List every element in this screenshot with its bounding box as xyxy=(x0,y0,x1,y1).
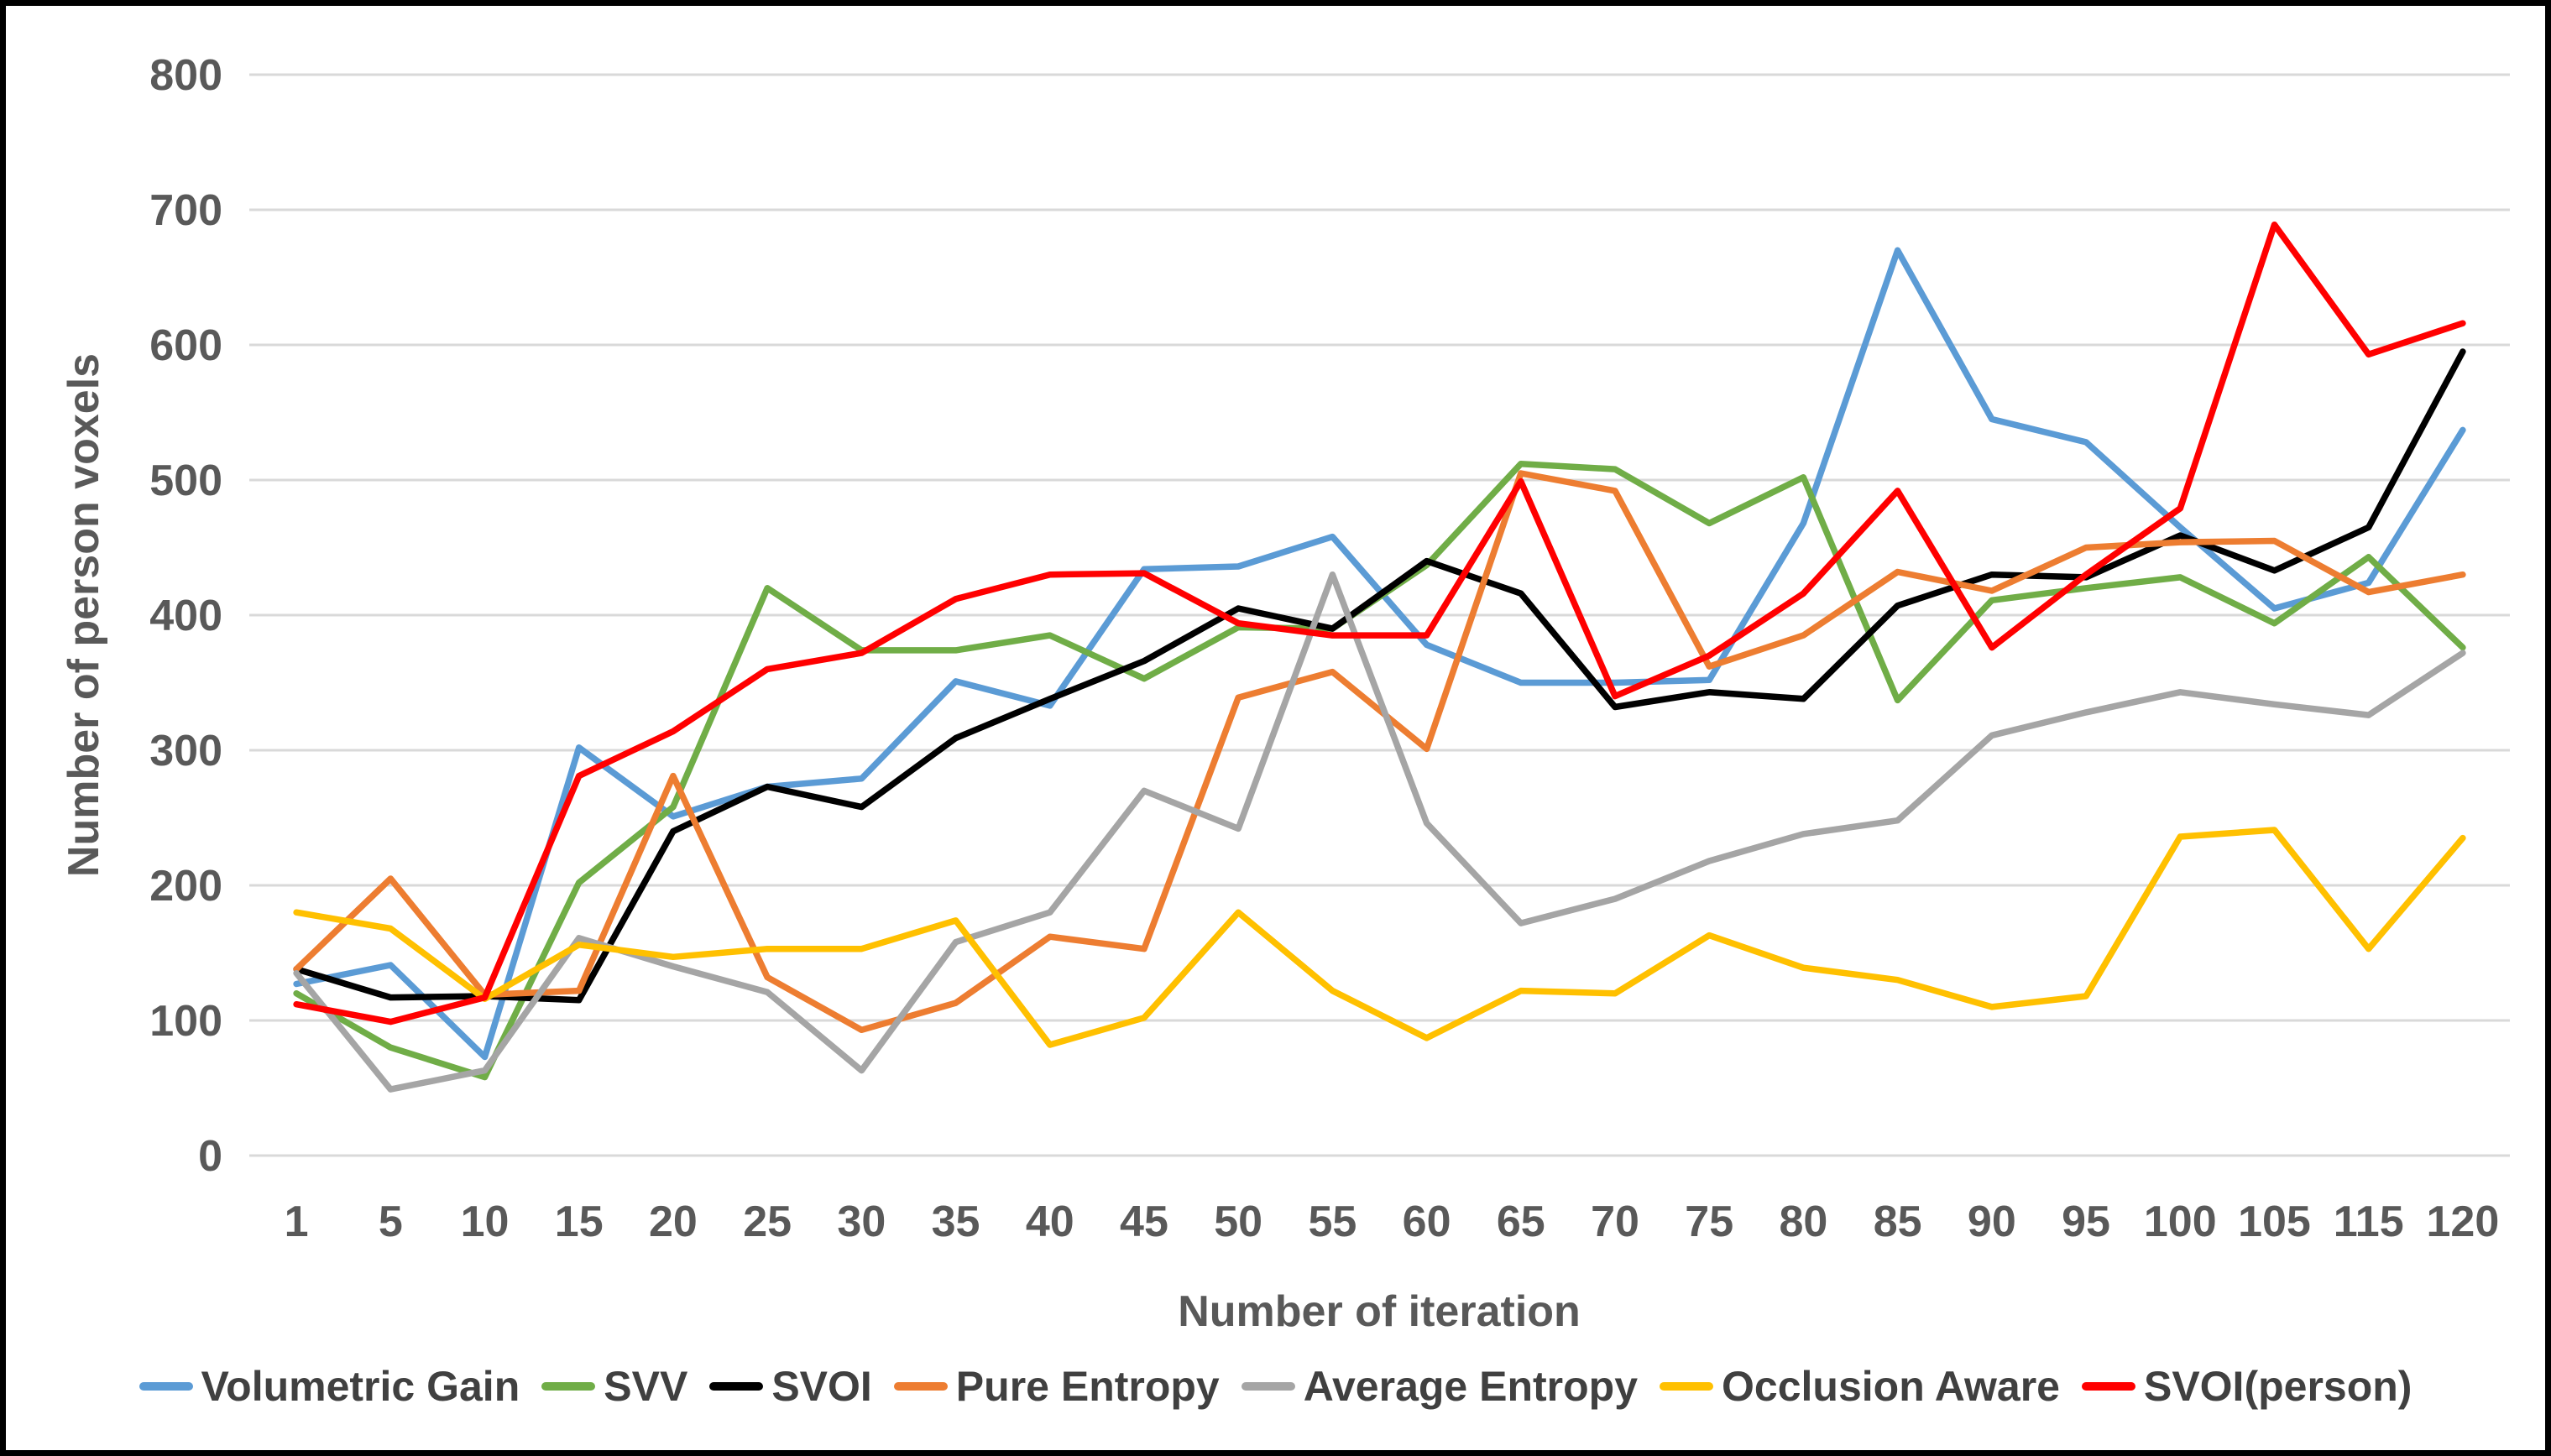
y-tick-label: 500 xyxy=(149,457,222,505)
legend-swatch-volumetric-gain xyxy=(139,1382,193,1391)
y-tick-label: 600 xyxy=(149,321,222,370)
legend-item-average-entropy: Average Entropy xyxy=(1241,1362,1639,1411)
x-tick-label: 30 xyxy=(837,1198,886,1246)
x-tick-label: 5 xyxy=(379,1198,403,1246)
x-tick-label: 20 xyxy=(649,1198,698,1246)
series-line-average-entropy xyxy=(293,571,2466,1093)
x-tick-label: 115 xyxy=(2334,1198,2404,1246)
x-tick-label: 120 xyxy=(2427,1198,2500,1246)
legend-item-svv: SVV xyxy=(541,1362,687,1411)
legend-swatch-pure-entropy xyxy=(893,1382,948,1391)
x-tick-label: 70 xyxy=(1591,1198,1639,1246)
series-line-svoi xyxy=(293,348,2466,1004)
legend-item-pure-entropy: Pure Entropy xyxy=(893,1362,1220,1411)
y-tick-label: 700 xyxy=(149,186,222,235)
legend: Volumetric Gain SVV SVOI Pure Entropy Averag… xyxy=(25,1362,2526,1411)
y-tick-label: 100 xyxy=(149,997,222,1046)
legend-swatch-svoi xyxy=(709,1382,764,1391)
x-tick-label: 75 xyxy=(1685,1198,1733,1246)
x-tick-label: 95 xyxy=(2062,1198,2110,1246)
series-line-pure-entropy xyxy=(293,470,2466,1034)
legend-label-svv: SVV xyxy=(604,1363,688,1410)
x-tick-label: 55 xyxy=(1308,1198,1357,1246)
legend-swatch-svv xyxy=(541,1382,596,1391)
legend-item-occlusion-aware: Occlusion Aware xyxy=(1660,1362,2060,1411)
y-tick-label: 800 xyxy=(149,51,222,100)
x-tick-label: 85 xyxy=(1874,1198,1922,1246)
y-axis-title: Number of person voxels xyxy=(60,352,108,878)
legend-item-svoi: SVOI xyxy=(709,1362,872,1411)
x-tick-label: 15 xyxy=(555,1198,604,1246)
legend-label-pure-entropy: Pure Entropy xyxy=(955,1363,1220,1410)
x-tick-label: 105 xyxy=(2238,1198,2311,1246)
x-tick-label: 80 xyxy=(1780,1198,1828,1246)
y-tick-label: 200 xyxy=(149,862,222,911)
x-tick-label: 10 xyxy=(461,1198,510,1246)
series-line-svoi-person xyxy=(293,221,2466,1025)
legend-label-volumetric-gain: Volumetric Gain xyxy=(201,1363,520,1410)
legend-item-volumetric-gain: Volumetric Gain xyxy=(139,1362,520,1411)
x-tick-label: 1 xyxy=(285,1198,309,1246)
y-tick-label: 300 xyxy=(149,727,222,775)
y-tick-label: 400 xyxy=(149,592,222,640)
legend-swatch-occlusion-aware xyxy=(1660,1382,1714,1391)
x-tick-label: 40 xyxy=(1026,1198,1074,1246)
x-tick-label: 65 xyxy=(1497,1198,1545,1246)
x-tick-label: 45 xyxy=(1120,1198,1168,1246)
legend-label-svoi: SVOI xyxy=(771,1363,872,1410)
legend-swatch-average-entropy xyxy=(1241,1382,1295,1391)
legend-item-svoi-person: SVOI(person) xyxy=(2081,1362,2412,1411)
legend-swatch-svoi-person xyxy=(2081,1382,2135,1391)
x-tick-label: 90 xyxy=(1968,1198,2016,1246)
x-tick-label: 60 xyxy=(1403,1198,1451,1246)
legend-label-average-entropy: Average Entropy xyxy=(1303,1363,1639,1410)
x-tick-label: 25 xyxy=(743,1198,792,1246)
series-line-volumetric-gain xyxy=(293,247,2466,1061)
legend-label-svoi-person: SVOI(person) xyxy=(2143,1363,2412,1410)
y-tick-label: 0 xyxy=(198,1132,222,1181)
series-line-occlusion-aware xyxy=(293,827,2466,1048)
x-tick-label: 35 xyxy=(932,1198,980,1246)
x-tick-label: 100 xyxy=(2144,1198,2217,1246)
x-axis-title: Number of iteration xyxy=(1178,1287,1581,1336)
legend-label-occlusion-aware: Occlusion Aware xyxy=(1722,1363,2060,1410)
x-tick-label: 50 xyxy=(1214,1198,1262,1246)
